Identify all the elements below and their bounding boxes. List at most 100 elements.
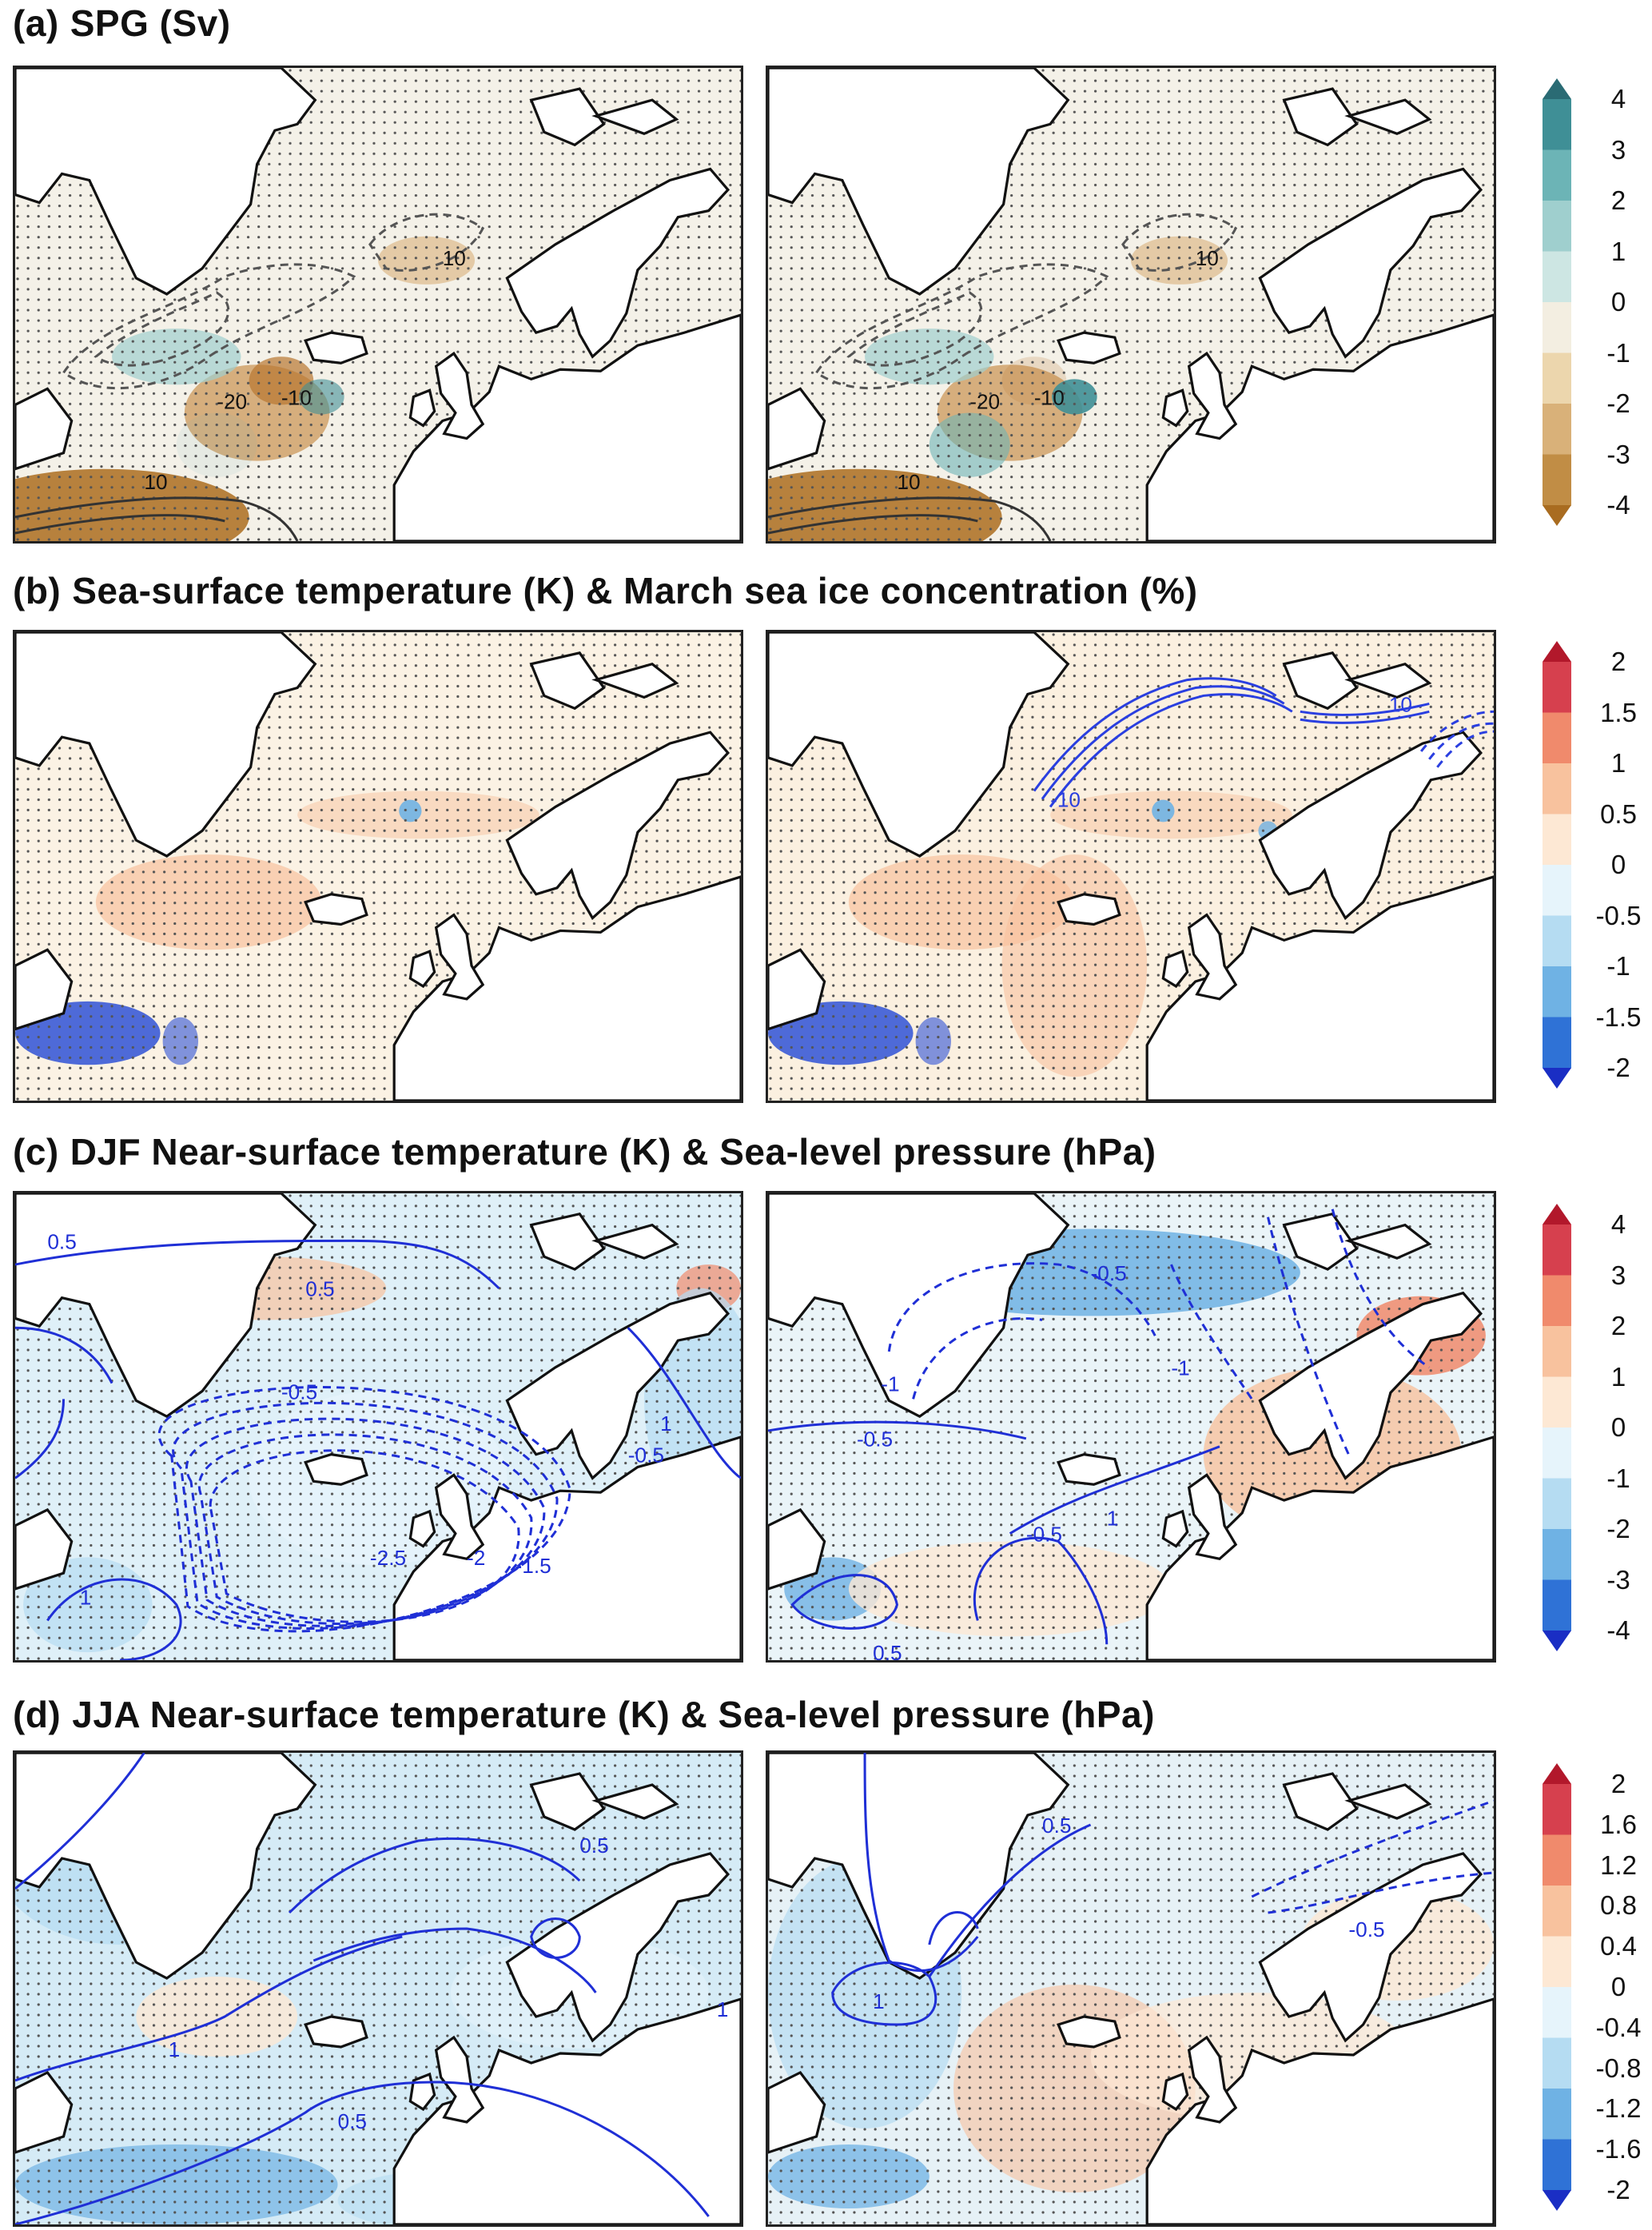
colorbar-segment xyxy=(1543,763,1571,815)
contour-solid xyxy=(768,514,978,535)
contour-line xyxy=(15,1399,66,1479)
row-a-label: SPG (Sv) xyxy=(70,2,231,44)
sea-ice-contour xyxy=(1300,710,1430,724)
land-europe xyxy=(392,1436,741,1660)
land-nowaya xyxy=(591,1783,679,1820)
colorbar-segment xyxy=(1543,1428,1571,1479)
contour-label: 10 xyxy=(144,470,167,494)
colorbar-tick-label: 1.6 xyxy=(1600,1809,1637,1839)
land-iceland xyxy=(304,1453,368,1486)
colorbar-segment xyxy=(1543,1936,1571,1988)
colorbar-tick-label: -0.5 xyxy=(1595,900,1642,930)
colorbar-d xyxy=(1543,1763,1571,2211)
contour-line xyxy=(928,1823,1092,1977)
contour-label: -0.5 xyxy=(281,1380,317,1404)
contour-line xyxy=(831,1961,937,2026)
colorbar-segment xyxy=(1543,2037,1571,2089)
colorbar-tick-label: 0 xyxy=(1610,850,1626,879)
map-d-right-canvas: 0.5 1 -0.5 xyxy=(768,1753,1494,2224)
contour-line xyxy=(928,1911,979,1945)
land-nowaya xyxy=(591,1223,679,1260)
land-canada xyxy=(768,948,826,1031)
contour-line xyxy=(15,1753,145,1890)
row-b-label: Sea-surface temperature (K) & March sea … xyxy=(72,570,1198,611)
land-iceland xyxy=(304,2015,368,2049)
land-nowaya xyxy=(1344,1223,1432,1260)
contour-label: 1 xyxy=(660,1412,672,1436)
map-b-left-canvas xyxy=(15,632,741,1101)
land-greenland xyxy=(768,1193,1070,1418)
land-iceland xyxy=(1057,2015,1121,2049)
contour-line xyxy=(1009,1445,1220,1535)
land-nowaya xyxy=(1344,98,1432,136)
colorbar-tick-label: 1.5 xyxy=(1600,697,1637,727)
colorbar-segment xyxy=(1543,99,1571,151)
colorbar-tick-label: 4 xyxy=(1610,1209,1626,1239)
sea-ice-contour xyxy=(1033,677,1277,792)
land-canada xyxy=(768,387,826,471)
land-nowaya xyxy=(1344,1783,1432,1820)
contour-label: -0.5 xyxy=(628,1444,664,1467)
colorbar-tick-label: -1 xyxy=(1606,1463,1630,1493)
colorbar-tick-label: -2 xyxy=(1606,1053,1630,1082)
colorbar-tick-label: -0.8 xyxy=(1595,2053,1642,2083)
contour-line xyxy=(530,1917,581,1959)
land-britain xyxy=(434,2035,485,2124)
land-svalbard xyxy=(1282,87,1359,147)
contour-label: -0.5 xyxy=(1026,1523,1062,1547)
contour-line xyxy=(1331,1209,1431,1368)
contour-line xyxy=(209,1449,520,1623)
land-canada xyxy=(15,948,74,1031)
colorbar-segment xyxy=(1543,662,1571,714)
contour-solid xyxy=(15,496,299,541)
contour-label: 0.5 xyxy=(1042,1814,1071,1838)
row-d-tag: (d) xyxy=(13,1694,62,1735)
colorbar-segment xyxy=(1543,1784,1571,1836)
sea-ice-contour xyxy=(1041,685,1285,800)
contour-label: -2.5 xyxy=(370,1546,406,1570)
map-a-left: 10 -20 -10 10 xyxy=(13,66,743,544)
land-britain xyxy=(1187,913,1238,1001)
land-nowaya xyxy=(1344,662,1432,699)
colorbar-segment xyxy=(1543,1579,1571,1631)
contour-label: -20 xyxy=(217,390,247,414)
land-svalbard xyxy=(529,651,606,711)
colorbar-a xyxy=(1543,78,1571,526)
colorbar-tick-label: 1 xyxy=(1610,748,1626,778)
colorbar-extend-top xyxy=(1543,641,1571,662)
contour-label: -10 xyxy=(1050,788,1081,812)
land-scand xyxy=(505,731,730,921)
colorbar-extend-bottom xyxy=(1543,1631,1571,1651)
contour-line xyxy=(627,1327,741,1479)
map-b-right-canvas: 10 -10 xyxy=(768,632,1494,1101)
colorbar-tick-label: 0 xyxy=(1610,1972,1626,2001)
land-svalbard xyxy=(1282,651,1359,711)
colorbar-tick-label: 2 xyxy=(1610,1769,1626,1798)
contour-line xyxy=(172,1401,559,1630)
colorbar-tick-label: -3 xyxy=(1606,1564,1630,1595)
land-iceland xyxy=(1057,331,1121,364)
row-a-title: (a) SPG (Sv) xyxy=(13,2,231,45)
contour-label: -0.5 xyxy=(1348,1917,1384,1941)
colorbar-tick-label: -2 xyxy=(1606,1514,1630,1543)
colorbar-segment xyxy=(1543,2089,1571,2140)
colorbar-tick-label: -4 xyxy=(1606,490,1630,520)
land-canada xyxy=(15,387,74,471)
land-greenland xyxy=(15,68,317,296)
land-scand xyxy=(1258,1852,1483,2043)
colorbar-a-ticks: 4 3 2 1 0 -1 -2 -3 -4 xyxy=(1586,78,1650,526)
land-europe xyxy=(392,313,741,541)
contour-solid xyxy=(768,496,1052,541)
colorbar-extend-bottom xyxy=(1543,1068,1571,1089)
land-iceland xyxy=(304,893,368,926)
land-scand xyxy=(505,1852,730,2043)
colorbar-tick-label: -2 xyxy=(1606,2175,1630,2204)
row-a-tag: (a) xyxy=(13,2,59,44)
contour-label: 10 xyxy=(1196,246,1219,270)
contour-label: 0.5 xyxy=(47,1230,76,1254)
land-europe xyxy=(1145,1997,1494,2224)
colorbar-segment xyxy=(1543,302,1571,354)
contour-label: -1 xyxy=(1171,1356,1189,1380)
land-svalbard xyxy=(1282,1772,1359,1831)
map-d-right: 0.5 1 -0.5 xyxy=(766,1750,1496,2227)
